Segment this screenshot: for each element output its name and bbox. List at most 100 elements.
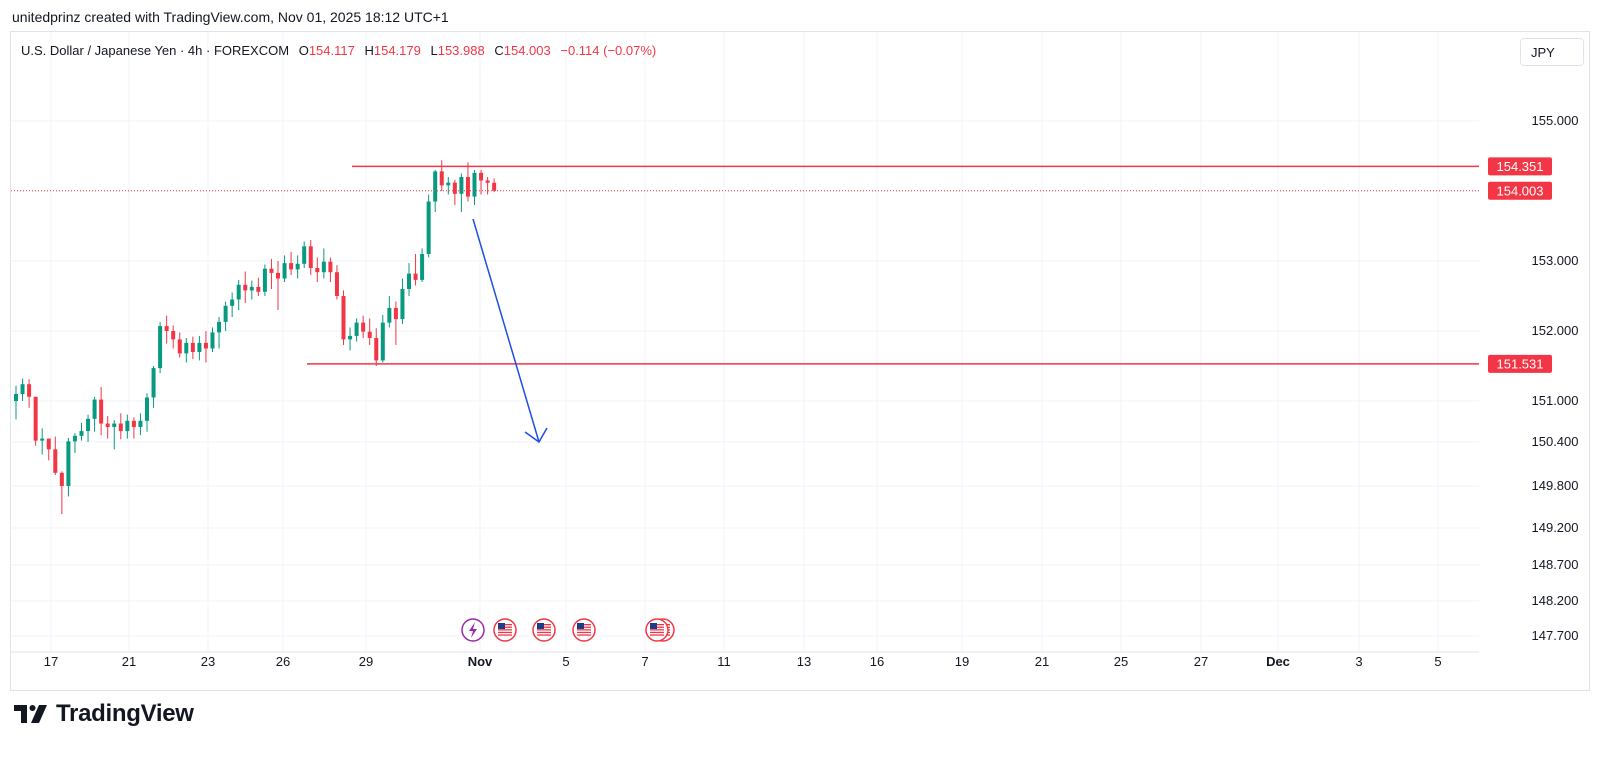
candle (158, 321, 163, 373)
candle-body (151, 368, 156, 398)
y-tick-label: 151.000 (1532, 393, 1579, 408)
candle-body (210, 332, 215, 349)
candle-body (446, 182, 451, 186)
candle (125, 414, 130, 439)
candle-body (236, 284, 241, 300)
candle (184, 338, 189, 363)
x-tick-label: 21 (122, 654, 136, 669)
candle (223, 301, 228, 331)
price-chart-svg[interactable]: 155.000 153.000 152.000 151.000 150.400 149.8… (11, 32, 1589, 690)
candle (138, 413, 143, 436)
candle-body (217, 321, 222, 333)
candle (105, 416, 110, 439)
us-flag-icon[interactable] (645, 618, 669, 642)
candle (479, 170, 484, 195)
candle-body (282, 263, 287, 279)
chart-area[interactable]: 155.000 153.000 152.000 151.000 150.400 149.8… (10, 31, 1590, 691)
candle (210, 327, 215, 352)
flag-stripe (650, 634, 664, 636)
x-tick-label: 7 (641, 654, 648, 669)
candle-body (433, 171, 438, 202)
candle-body (223, 305, 228, 322)
candle-body (190, 342, 195, 352)
symbol-label: U.S. Dollar / Japanese Yen · 4h · FOREXC… (21, 43, 290, 58)
x-tick-label: 16 (870, 654, 884, 669)
candle (40, 428, 45, 455)
candle-body (33, 396, 38, 441)
candle (295, 255, 300, 279)
candle-body (256, 286, 261, 292)
candle-body (407, 273, 411, 289)
candle-body (276, 272, 280, 279)
candle (112, 420, 117, 450)
candle-body (289, 263, 294, 270)
x-tick-label: Dec (1266, 654, 1290, 669)
price-tag-label: 151.531 (1497, 356, 1544, 371)
x-tick-label: 3 (1355, 654, 1362, 669)
price-tag-label: 154.351 (1497, 159, 1544, 174)
candle-body (86, 418, 91, 432)
candle (197, 335, 202, 361)
candle (72, 433, 77, 453)
candle (400, 278, 405, 324)
candle (452, 179, 457, 205)
candle-body (118, 423, 123, 432)
candle (348, 327, 353, 351)
y-tick-label: 150.400 (1532, 434, 1579, 449)
candle (393, 301, 398, 345)
x-tick-label: 19 (955, 654, 969, 669)
close-value: 154.003 (503, 43, 551, 58)
candle (446, 177, 451, 195)
us-flag-icon[interactable] (572, 618, 596, 642)
candle (282, 255, 287, 282)
high-label: H (364, 43, 374, 58)
candle (334, 265, 339, 300)
candle-body (472, 172, 477, 197)
us-flag-icon[interactable] (493, 618, 517, 642)
candle-body (92, 399, 97, 419)
candle (407, 263, 411, 296)
attribution-header: unitedprinz created with TradingView.com… (12, 9, 449, 25)
us-flag-icon[interactable] (532, 618, 556, 642)
candle (321, 248, 326, 279)
candles (14, 160, 497, 514)
candle-body (59, 472, 64, 486)
candle-body (249, 286, 254, 291)
open-label: O (298, 43, 309, 58)
x-tick-label: 5 (1434, 654, 1441, 669)
candle-body (420, 254, 425, 280)
candle-body (158, 326, 163, 369)
candle (249, 280, 254, 300)
dividend-event-icon[interactable] (461, 618, 485, 642)
candle (53, 436, 58, 475)
candle (27, 379, 32, 408)
candle-body (374, 338, 379, 361)
candle-body (125, 420, 130, 432)
x-tick-label: 21 (1035, 654, 1049, 669)
tradingview-logo[interactable]: TradingView (14, 700, 194, 728)
candle-body (302, 246, 307, 264)
flag-stripe (537, 629, 551, 631)
low-value: 153.988 (437, 43, 485, 58)
change-value: −0.114 (−0.07%) (560, 43, 657, 58)
candle-body (348, 335, 353, 340)
candle (341, 290, 346, 345)
y-tick-label: 147.700 (1532, 628, 1579, 643)
flag-stripe (577, 631, 591, 634)
candle-body (14, 394, 18, 401)
chart-legend: U.S. Dollar / Japanese Yen · 4h · FOREXC… (21, 43, 656, 58)
candle (308, 240, 313, 275)
low-label: L (430, 43, 438, 58)
candle (413, 254, 418, 286)
candle-body (171, 331, 176, 340)
candle-body (465, 177, 470, 197)
y-tick-label: 149.200 (1532, 520, 1579, 535)
candle-body (72, 435, 77, 442)
candle-body (380, 322, 385, 361)
candle-body (40, 438, 45, 441)
flag-stripe (537, 634, 551, 636)
candle (243, 271, 248, 303)
candle-body (485, 180, 490, 183)
currency-button[interactable]: JPY (1520, 38, 1584, 66)
flag-canton (650, 623, 657, 629)
